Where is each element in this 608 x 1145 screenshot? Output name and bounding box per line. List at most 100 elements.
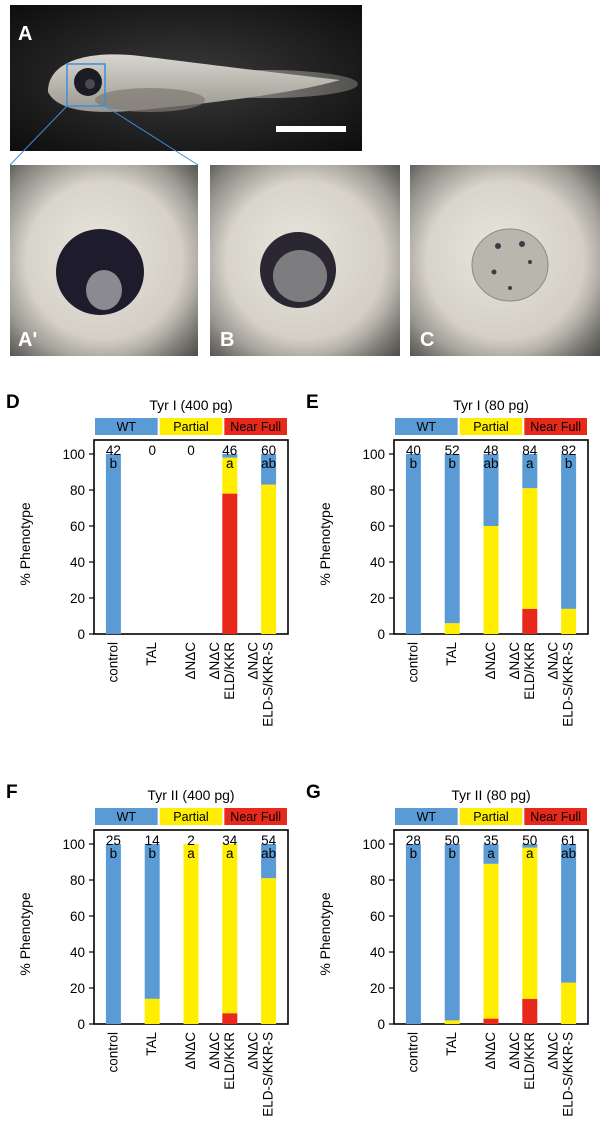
y-tick-label: 20 <box>370 591 385 606</box>
bar-segment-wt <box>144 844 160 999</box>
legend-label-near-full: Near Full <box>530 420 581 434</box>
legend-swatch-wt <box>395 418 458 435</box>
legend-label-partial: Partial <box>173 810 208 824</box>
x-tick-line: ELD/KKR <box>522 1032 537 1090</box>
bar-segment-wt <box>444 844 460 1021</box>
panel-label-a-prime: A' <box>18 329 37 351</box>
scale-bar <box>276 126 346 132</box>
legend-swatch-partial <box>459 418 523 435</box>
y-tick-label: 40 <box>370 945 385 960</box>
x-tick-line: control <box>405 1032 420 1073</box>
x-tick-label: ΔNΔC ELD-S/KKR-S <box>246 642 276 727</box>
stat-label: ab <box>483 456 498 471</box>
x-tick-line: TAL <box>444 1032 459 1056</box>
x-tick-label: ΔNΔC ELD/KKR <box>207 1032 237 1090</box>
legend-swatch-partial <box>159 418 223 435</box>
legend-swatch-near-full <box>224 808 287 825</box>
y-tick-label: 20 <box>70 981 85 996</box>
x-tick-line: ΔNΔC <box>483 642 498 680</box>
stat-label: a <box>226 846 234 861</box>
x-tick-line: TAL <box>444 642 459 666</box>
bar-segment-partial <box>561 608 577 634</box>
bar-segment-partial <box>444 623 460 634</box>
stat-label: b <box>410 456 418 471</box>
x-tick-line: ΔNΔC <box>483 1032 498 1070</box>
stat-label: a <box>187 846 195 861</box>
bar-stack <box>405 454 421 634</box>
bar-stack <box>561 844 577 1024</box>
legend-label-partial: Partial <box>173 420 208 434</box>
panel-letter: D <box>6 392 20 413</box>
y-tick-label: 0 <box>377 627 385 642</box>
x-tick-line: ELD-S/KKR-S <box>261 642 276 727</box>
x-tick-line: TAL <box>144 642 159 666</box>
photo-panel-a: A <box>10 5 362 151</box>
stat-label: ab <box>561 846 576 861</box>
panel-letter: G <box>306 782 321 803</box>
x-tick-label: control <box>405 1032 420 1073</box>
x-tick-label: TAL <box>444 1032 459 1056</box>
n-label: 34 <box>222 833 238 848</box>
x-tick-line: ΔNΔC <box>546 1032 561 1070</box>
chart-title: Tyr I (400 pg) <box>149 397 232 413</box>
x-tick-line: control <box>105 642 120 683</box>
n-label: 40 <box>406 443 421 458</box>
panel-label-b: B <box>220 329 234 351</box>
bar-segment-near-full <box>483 1018 499 1024</box>
n-label: 28 <box>406 833 421 848</box>
plot-frame <box>93 439 289 635</box>
x-tick-label: TAL <box>444 642 459 666</box>
x-tick-label: ΔNΔC <box>483 642 498 680</box>
legend-label-partial: Partial <box>473 420 508 434</box>
stat-label: a <box>526 846 534 861</box>
x-tick-line: ΔNΔC <box>546 642 561 680</box>
bar-segment-partial <box>522 488 538 609</box>
zoom-line-right <box>104 105 199 166</box>
bar-stack <box>144 844 160 1024</box>
panel-letter: E <box>306 392 319 413</box>
legend-swatch-wt <box>395 808 458 825</box>
legend-swatch-near-full <box>524 418 587 435</box>
x-tick-line: ELD/KKR <box>222 642 237 700</box>
y-tick-label: 0 <box>77 627 85 642</box>
legend-swatch-near-full <box>224 418 287 435</box>
chart-title: Tyr I (80 pg) <box>453 397 528 413</box>
n-label: 2 <box>187 833 195 848</box>
y-tick-label: 60 <box>370 909 385 924</box>
n-label: 42 <box>106 443 121 458</box>
bar-stack <box>222 454 238 634</box>
photo-panel-b: B <box>210 165 400 356</box>
x-tick-label: ΔNΔC ELD/KKR <box>207 642 237 700</box>
bar-stack <box>522 844 538 1024</box>
stat-label: ab <box>261 846 276 861</box>
x-tick-line: control <box>405 642 420 683</box>
n-label: 0 <box>187 443 195 458</box>
x-tick-line: ΔNΔC <box>507 642 522 680</box>
x-tick-label: ΔNΔC ELD-S/KKR-S <box>246 1032 276 1117</box>
x-tick-label: ΔNΔC ELD/KKR <box>507 642 537 700</box>
y-tick-label: 20 <box>370 981 385 996</box>
n-label: 54 <box>261 833 277 848</box>
bar-stack <box>522 454 538 634</box>
n-label: 25 <box>106 833 121 848</box>
bar-segment-partial <box>183 844 199 1024</box>
y-tick-label: 100 <box>62 837 85 852</box>
bar-segment-partial <box>522 847 538 999</box>
bar-stack <box>261 844 277 1024</box>
y-tick-label: 80 <box>370 873 385 888</box>
x-tick-line: ELD-S/KKR-S <box>561 1032 576 1117</box>
y-tick-label: 40 <box>70 945 85 960</box>
y-tick-label: 100 <box>362 837 385 852</box>
x-tick-label: ΔNΔC ELD/KKR <box>507 1032 537 1090</box>
legend: WT Partial Near Full <box>95 418 287 435</box>
chart-title: Tyr II (80 pg) <box>451 787 530 803</box>
bar-segment-partial <box>222 844 238 1014</box>
bar-stack <box>561 454 577 634</box>
legend-label-near-full: Near Full <box>530 810 581 824</box>
legend-swatch-near-full <box>524 808 587 825</box>
bar-segment-near-full <box>222 493 238 634</box>
bar-segment-partial <box>222 457 238 494</box>
y-tick-label: 20 <box>70 591 85 606</box>
n-label: 46 <box>222 443 237 458</box>
